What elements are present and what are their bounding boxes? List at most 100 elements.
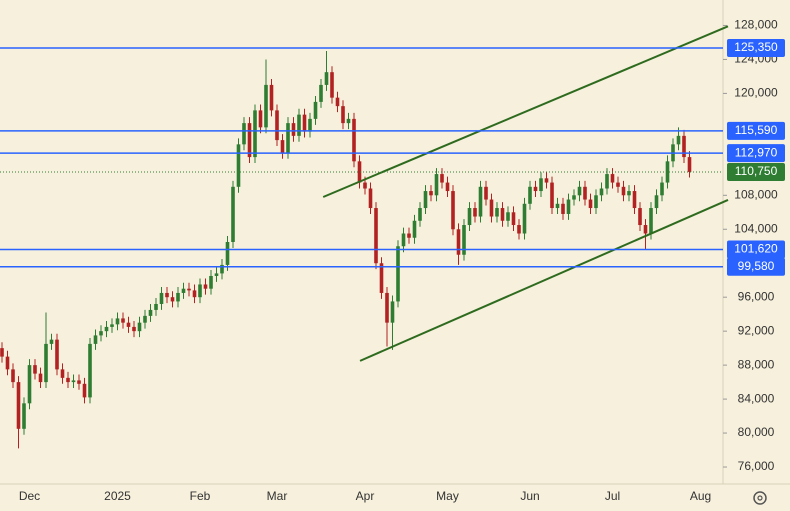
candle-body (610, 174, 615, 183)
candle-body (137, 322, 142, 332)
candle-body (27, 365, 32, 404)
candle-body (313, 101, 318, 119)
candle-body (187, 288, 191, 291)
candle-body (49, 339, 54, 344)
candle-body (429, 191, 433, 196)
candle-body (5, 356, 10, 370)
candle-body (363, 182, 367, 189)
candle-body (632, 191, 637, 209)
trend-line (359, 199, 729, 362)
candle-body (434, 174, 439, 196)
candle-body (374, 208, 378, 264)
candle-body (495, 208, 499, 217)
candle-body (66, 377, 70, 383)
candle-body (522, 203, 527, 234)
candle-body (379, 263, 384, 293)
candle-body (55, 339, 59, 370)
candle-body (528, 186, 532, 204)
candle-body (649, 208, 653, 234)
y-tick-label: 80,000 (738, 425, 775, 439)
candle-body (352, 118, 356, 162)
candle-body (104, 326, 109, 332)
candle-body (16, 382, 21, 429)
y-tick-label: 128,000 (734, 18, 778, 32)
x-tick-label: Dec (19, 489, 40, 503)
candle-body (143, 315, 147, 323)
candle-body (566, 199, 571, 214)
candle-body (665, 161, 670, 183)
x-tick-label: May (436, 489, 459, 503)
candle-body (192, 290, 197, 298)
candle-body (115, 318, 120, 325)
candle-body (253, 110, 257, 158)
candle-body (517, 225, 521, 234)
candle-body (577, 186, 582, 196)
settings-icon[interactable] (753, 491, 767, 505)
candle-body (511, 212, 516, 226)
candle-body (77, 380, 81, 384)
trend-line (322, 25, 729, 198)
level-tag (727, 240, 785, 259)
candle-body (643, 225, 648, 234)
candle-body (110, 324, 114, 327)
candle-body (456, 229, 461, 255)
candle-body (423, 191, 428, 209)
candle-body (319, 84, 323, 102)
level-label: 125,350 (734, 40, 778, 54)
candle-body (335, 97, 340, 107)
y-tick-label: 104,000 (734, 221, 778, 235)
candle-body (291, 123, 296, 136)
x-tick-label: Aug (690, 489, 711, 503)
candle-body (225, 242, 230, 265)
candle-body (308, 118, 312, 132)
candle-body (451, 191, 455, 230)
y-tick-label: 92,000 (738, 323, 775, 337)
candle-body (385, 292, 389, 323)
candle-body (544, 178, 549, 183)
candle-body (467, 208, 472, 226)
y-tick-label: 120,000 (734, 86, 778, 100)
candle-body (682, 135, 686, 158)
level-label: 115,590 (735, 123, 778, 137)
candle-body (33, 365, 37, 374)
candle-body (687, 157, 692, 172)
candle-body (22, 403, 26, 429)
settings-core[interactable] (757, 495, 763, 501)
candle-body (258, 110, 263, 128)
candle-body (214, 273, 219, 276)
last-price-label: 110,750 (735, 164, 778, 178)
y-tick-label: 88,000 (738, 357, 775, 371)
candle-body (550, 182, 554, 209)
candle-body (176, 292, 180, 302)
x-tick-label: Jul (605, 489, 620, 503)
candle-body (533, 186, 538, 192)
candle-body (220, 264, 224, 274)
x-tick-label: Mar (267, 489, 288, 503)
candle-body (165, 292, 169, 298)
candle-body (473, 208, 477, 217)
candle-body (638, 208, 642, 226)
candle-body (132, 326, 136, 332)
candle-body (599, 188, 604, 196)
level-label: 99,580 (738, 259, 775, 273)
candle-body (269, 84, 274, 111)
y-tick-label: 108,000 (734, 187, 778, 201)
candle-body (627, 191, 631, 196)
candle-body (0, 348, 4, 357)
candle-body (412, 220, 417, 238)
candle-body (99, 331, 103, 336)
candle-body (605, 174, 609, 189)
candle-body (462, 225, 466, 255)
candle-body (275, 110, 279, 141)
candle-body (247, 123, 252, 158)
level-label: 101,620 (734, 242, 778, 256)
candle-body (159, 292, 164, 304)
candle-body (181, 288, 186, 293)
level-tag (727, 257, 785, 276)
settings-ring[interactable] (753, 491, 767, 505)
x-tick-label: Feb (190, 489, 211, 503)
x-tick-label: 2025 (104, 489, 131, 503)
candle-body (170, 297, 175, 302)
candle-body (489, 199, 494, 217)
